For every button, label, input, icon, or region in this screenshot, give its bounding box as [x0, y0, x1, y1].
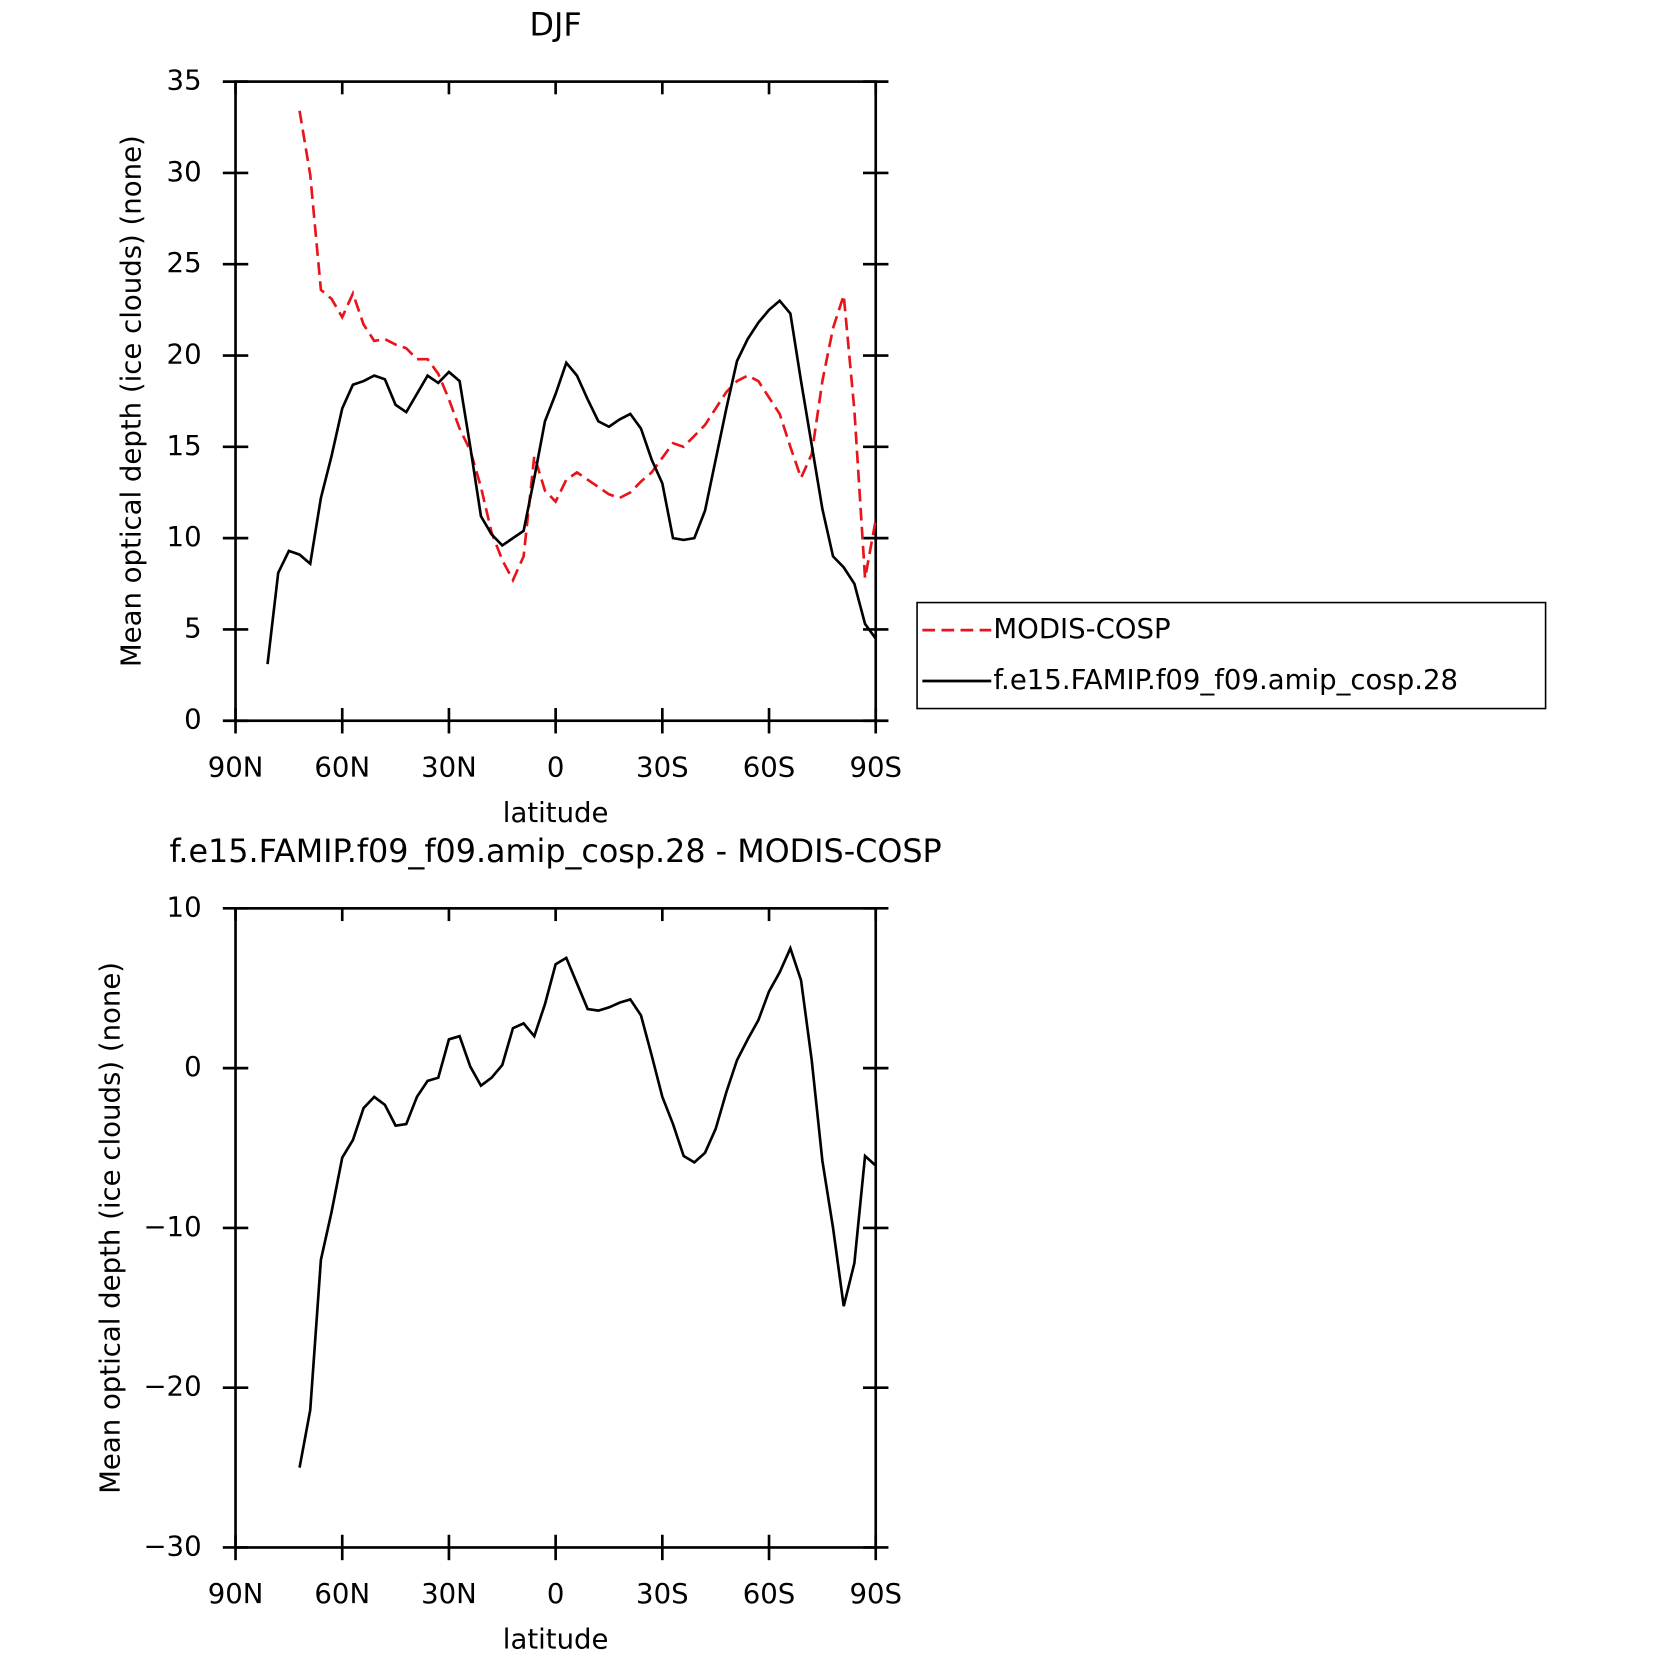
y-tick-label: 5	[184, 612, 202, 644]
x-tick-label: 90N	[208, 751, 264, 783]
y-tick-label: 25	[167, 247, 202, 279]
y-tick-label: 30	[167, 156, 202, 188]
legend-label: MODIS-COSP	[993, 613, 1170, 645]
data-line	[298, 944, 877, 1468]
x-tick-label: 60S	[743, 1578, 796, 1610]
y-tick-label: 0	[184, 704, 202, 736]
x-tick-label: 0	[547, 1578, 565, 1610]
data-line	[298, 110, 878, 584]
chart-title: DJF	[530, 6, 582, 43]
x-tick-label: 90S	[849, 1578, 902, 1610]
y-tick-label: −30	[143, 1530, 201, 1562]
x-tick-label: 90S	[849, 751, 902, 783]
y-tick-label: −10	[143, 1211, 201, 1243]
legend-box	[916, 601, 1547, 710]
y-axis-label: Mean optical depth (ice clouds) (none)	[95, 962, 127, 1494]
plot-frame	[234, 907, 878, 1549]
x-tick-label: 0	[547, 751, 565, 783]
y-tick-label: 10	[167, 891, 202, 923]
y-tick-label: 10	[167, 521, 202, 553]
y-tick-label: 15	[167, 430, 202, 462]
x-tick-label: 60S	[743, 751, 796, 783]
x-tick-label: 60N	[314, 751, 370, 783]
x-tick-label: 30S	[636, 1578, 689, 1610]
x-tick-label: 60N	[314, 1578, 370, 1610]
x-tick-label: 90N	[208, 1578, 264, 1610]
y-axis-label: Mean optical depth (ice clouds) (none)	[116, 135, 148, 667]
y-tick-label: 20	[167, 339, 202, 371]
x-tick-label: 30S	[636, 751, 689, 783]
chart-title: f.e15.FAMIP.f09_f09.amip_cosp.28 - MODIS…	[170, 833, 942, 870]
x-tick-label: 30N	[421, 1578, 477, 1610]
x-axis-label: latitude	[503, 797, 609, 829]
y-tick-label: 35	[167, 65, 202, 97]
y-tick-label: 0	[184, 1051, 202, 1083]
x-tick-label: 30N	[421, 751, 477, 783]
x-axis-label: latitude	[503, 1624, 609, 1656]
data-line	[266, 298, 877, 665]
legend-label: f.e15.FAMIP.f09_f09.amip_cosp.28	[993, 664, 1458, 696]
y-tick-label: −20	[143, 1371, 201, 1403]
plot-frame	[234, 80, 878, 723]
